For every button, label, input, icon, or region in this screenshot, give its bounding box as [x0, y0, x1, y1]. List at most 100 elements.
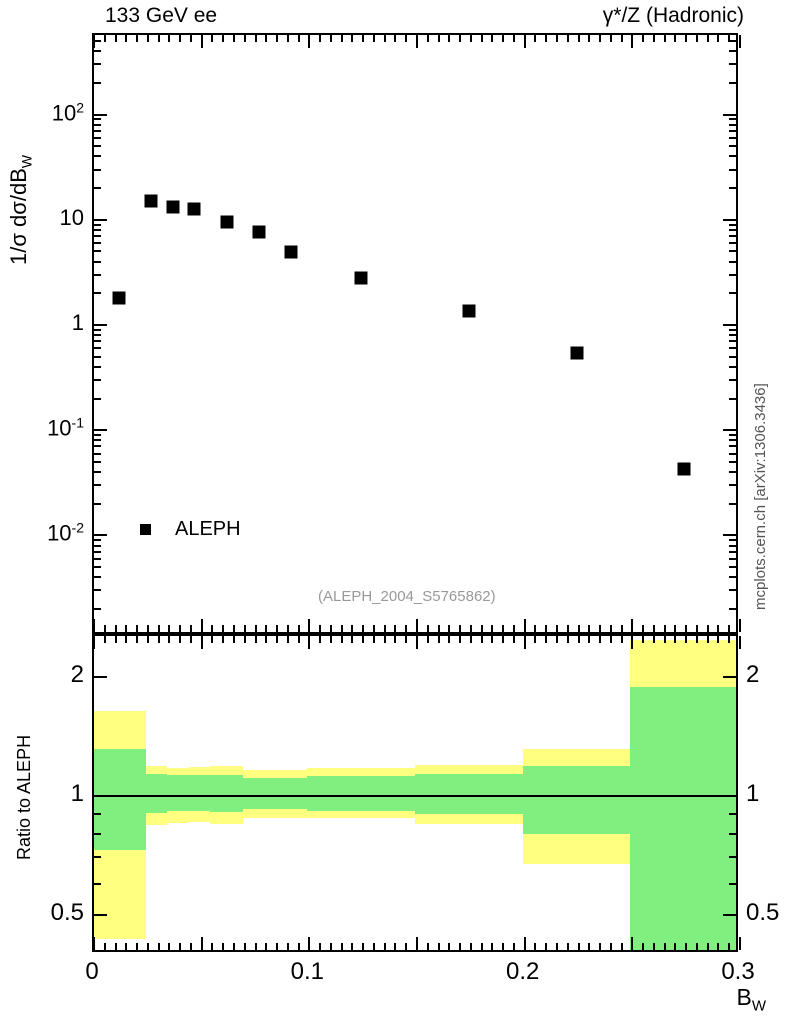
- y-tick-minor: [94, 460, 101, 463]
- x-tick-major: [416, 937, 418, 950]
- x-tick-minor: [179, 943, 182, 950]
- x-tick-major: [523, 35, 526, 48]
- x-tick-minor: [577, 625, 580, 632]
- x-tick-minor: [329, 943, 332, 950]
- y-tick-minor: [729, 566, 736, 569]
- y-tick-minor: [94, 136, 101, 139]
- x-tick-minor: [642, 636, 645, 643]
- x-tick-minor: [157, 625, 160, 632]
- y-tick-minor: [729, 250, 736, 253]
- y-tick-minor: [729, 471, 736, 474]
- y-tick-minor: [729, 187, 736, 190]
- x-tick-minor: [243, 625, 246, 632]
- x-tick-minor: [265, 943, 268, 950]
- x-tick-minor: [717, 625, 720, 632]
- x-tick-minor: [588, 636, 591, 643]
- y-tick-minor: [94, 502, 101, 505]
- x-tick-minor: [448, 35, 451, 42]
- y-tick-minor: [729, 40, 736, 43]
- x-tick-minor: [695, 636, 698, 643]
- x-tick-major: [308, 619, 311, 632]
- x-tick-minor: [362, 943, 365, 950]
- x-tick-major: [93, 636, 95, 649]
- x-tick-minor: [146, 943, 149, 950]
- y-tick-minor: [94, 228, 101, 231]
- x-tick-minor: [286, 636, 289, 643]
- x-tick-minor: [125, 35, 128, 42]
- y-axis-tick-label: 1: [71, 310, 84, 335]
- x-tick-minor: [179, 636, 182, 643]
- x-tick-minor: [652, 636, 655, 643]
- ratio-band-inner: [167, 775, 189, 812]
- legend-marker-square-icon: [140, 524, 151, 535]
- y-tick-minor: [94, 539, 101, 542]
- x-tick-minor: [232, 943, 235, 950]
- dataset-watermark: (ALEPH_2004_S5765862): [318, 588, 496, 605]
- x-tick-minor: [566, 35, 569, 42]
- ratio-band-inner: [307, 776, 415, 812]
- x-tick-minor: [405, 625, 408, 632]
- x-tick-minor: [426, 636, 429, 643]
- x-tick-minor: [114, 35, 117, 42]
- x-tick-minor: [480, 35, 483, 42]
- x-tick-minor: [286, 625, 289, 632]
- x-tick-minor: [728, 943, 731, 950]
- x-tick-minor: [674, 625, 677, 632]
- y-tick-minor: [729, 328, 736, 331]
- x-tick-minor: [189, 35, 192, 42]
- x-tick-major: [308, 35, 311, 48]
- y-tick-minor: [94, 235, 101, 238]
- ratio-band-inner: [210, 774, 243, 813]
- x-tick-minor: [437, 636, 440, 643]
- y-tick-minor: [94, 40, 101, 43]
- x-tick-minor: [351, 625, 354, 632]
- x-tick-minor: [222, 943, 225, 950]
- x-tick-minor: [695, 943, 698, 950]
- x-tick-minor: [469, 636, 472, 643]
- x-tick-minor: [189, 636, 192, 643]
- data-point-marker: [677, 462, 691, 476]
- y-tick-minor: [729, 557, 736, 560]
- x-tick-minor: [706, 943, 709, 950]
- y-tick-minor: [94, 365, 101, 368]
- ratio-y-tick-major: [723, 676, 736, 679]
- x-tick-major: [416, 619, 418, 632]
- x-tick-minor: [297, 35, 300, 42]
- x-tick-minor: [340, 636, 343, 643]
- x-tick-minor: [566, 625, 569, 632]
- ratio-y-tick-minor: [94, 856, 101, 859]
- x-tick-minor: [362, 625, 365, 632]
- ratio-band-inner: [145, 773, 168, 814]
- x-tick-minor: [114, 943, 117, 950]
- y-tick-minor: [94, 273, 101, 276]
- ratio-y-tick-label-right: 2: [746, 661, 760, 689]
- x-tick-minor: [609, 625, 612, 632]
- x-tick-minor: [103, 943, 106, 950]
- x-tick-minor: [383, 625, 386, 632]
- ratio-band-inner: [522, 766, 631, 835]
- y-tick-minor: [729, 539, 736, 542]
- x-tick-minor: [448, 625, 451, 632]
- x-tick-minor: [276, 35, 279, 42]
- x-tick-minor: [362, 636, 365, 643]
- x-tick-minor: [469, 35, 472, 42]
- x-tick-minor: [577, 943, 580, 950]
- x-tick-minor: [157, 943, 160, 950]
- y-tick-minor: [729, 123, 736, 126]
- x-tick-minor: [512, 943, 515, 950]
- ratio-plot-panel: [92, 634, 741, 952]
- x-tick-minor: [609, 636, 612, 643]
- x-tick-minor: [136, 625, 139, 632]
- x-tick-minor: [222, 625, 225, 632]
- x-tick-minor: [555, 35, 558, 42]
- x-tick-minor: [254, 35, 257, 42]
- x-tick-minor: [577, 35, 580, 42]
- x-tick-minor: [211, 35, 214, 42]
- x-tick-minor: [545, 35, 548, 42]
- x-tick-minor: [297, 636, 300, 643]
- x-tick-minor: [609, 35, 612, 42]
- x-tick-minor: [491, 943, 494, 950]
- y-tick-minor: [729, 129, 736, 132]
- x-tick-minor: [125, 636, 128, 643]
- y-tick-minor: [94, 63, 101, 66]
